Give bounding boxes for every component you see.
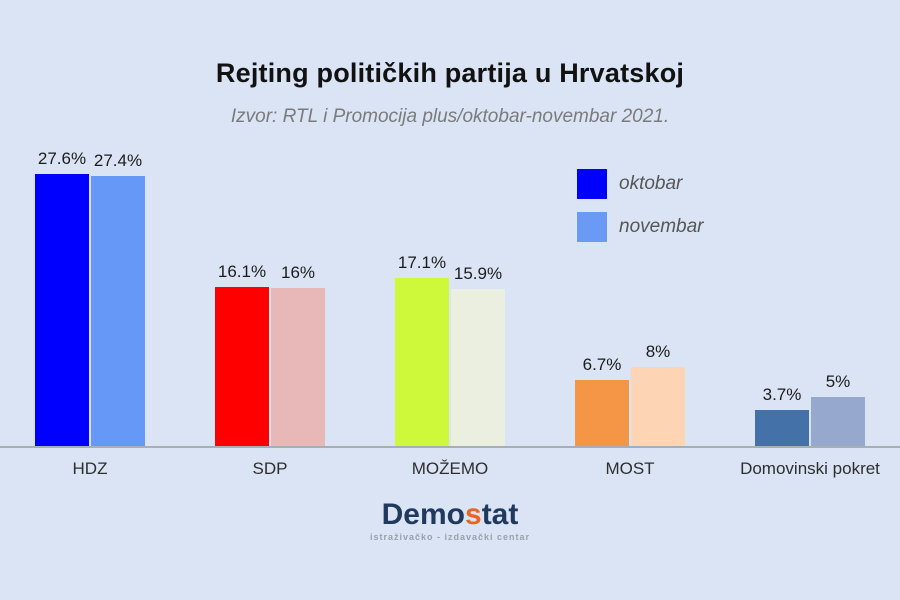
bar-novembar-sdp: [271, 288, 325, 446]
demostat-logo-tagline: istraživačko - izdavački centar: [369, 532, 531, 542]
bar-value-label: 5%: [825, 372, 851, 391]
bar-value-label: 27.6%: [37, 149, 87, 168]
legend: oktobar novembar: [577, 169, 797, 255]
category-label-hdz: HDZ: [72, 459, 108, 478]
demostat-logo-wordmark: Demostat: [0, 500, 900, 530]
bar-value-label: 27.4%: [93, 151, 143, 170]
bar-oktobar-domovinski-pokret: [755, 410, 809, 446]
logo-part2: tat: [481, 498, 519, 531]
x-axis-line: [0, 446, 900, 448]
bar-value-label: 16.1%: [217, 262, 267, 281]
logo-accent-letter: s: [465, 498, 482, 531]
bar-value-label: 16%: [280, 263, 316, 282]
legend-label-oktobar: oktobar: [619, 173, 683, 194]
legend-swatch-oktobar: [577, 169, 607, 199]
category-label-sdp: SDP: [252, 459, 288, 478]
category-label-domovinski-pokret: Domovinski pokret: [740, 459, 880, 478]
bar-novembar-most: [631, 367, 685, 446]
bar-oktobar-možemo: [395, 278, 449, 446]
bar-novembar-hdz: [91, 176, 145, 446]
legend-label-novembar: novembar: [619, 216, 704, 237]
chart-title: Rejting političkih partija u Hrvatskoj: [215, 58, 685, 88]
legend-swatch-novembar: [577, 212, 607, 242]
bar-novembar-možemo: [451, 289, 505, 446]
bar-value-label: 8%: [645, 342, 671, 361]
chart-subtitle: Izvor: RTL i Promocija plus/oktobar-nove…: [230, 106, 670, 127]
category-label-most: MOST: [605, 459, 655, 478]
bar-oktobar-most: [575, 380, 629, 446]
legend-item-novembar: novembar: [577, 212, 797, 242]
bar-oktobar-hdz: [35, 174, 89, 446]
bar-oktobar-sdp: [215, 287, 269, 446]
demostat-logo: Demostat istraživačko - izdavački centar: [0, 500, 900, 543]
bar-value-label: 3.7%: [762, 385, 802, 404]
logo-part1: Demo: [381, 498, 465, 531]
category-label-možemo: MOŽEMO: [411, 459, 489, 478]
bar-value-label: 15.9%: [453, 264, 503, 283]
legend-item-oktobar: oktobar: [577, 169, 797, 199]
bar-novembar-domovinski-pokret: [811, 397, 865, 446]
bar-value-label: 6.7%: [582, 355, 622, 374]
bar-value-label: 17.1%: [397, 253, 447, 272]
